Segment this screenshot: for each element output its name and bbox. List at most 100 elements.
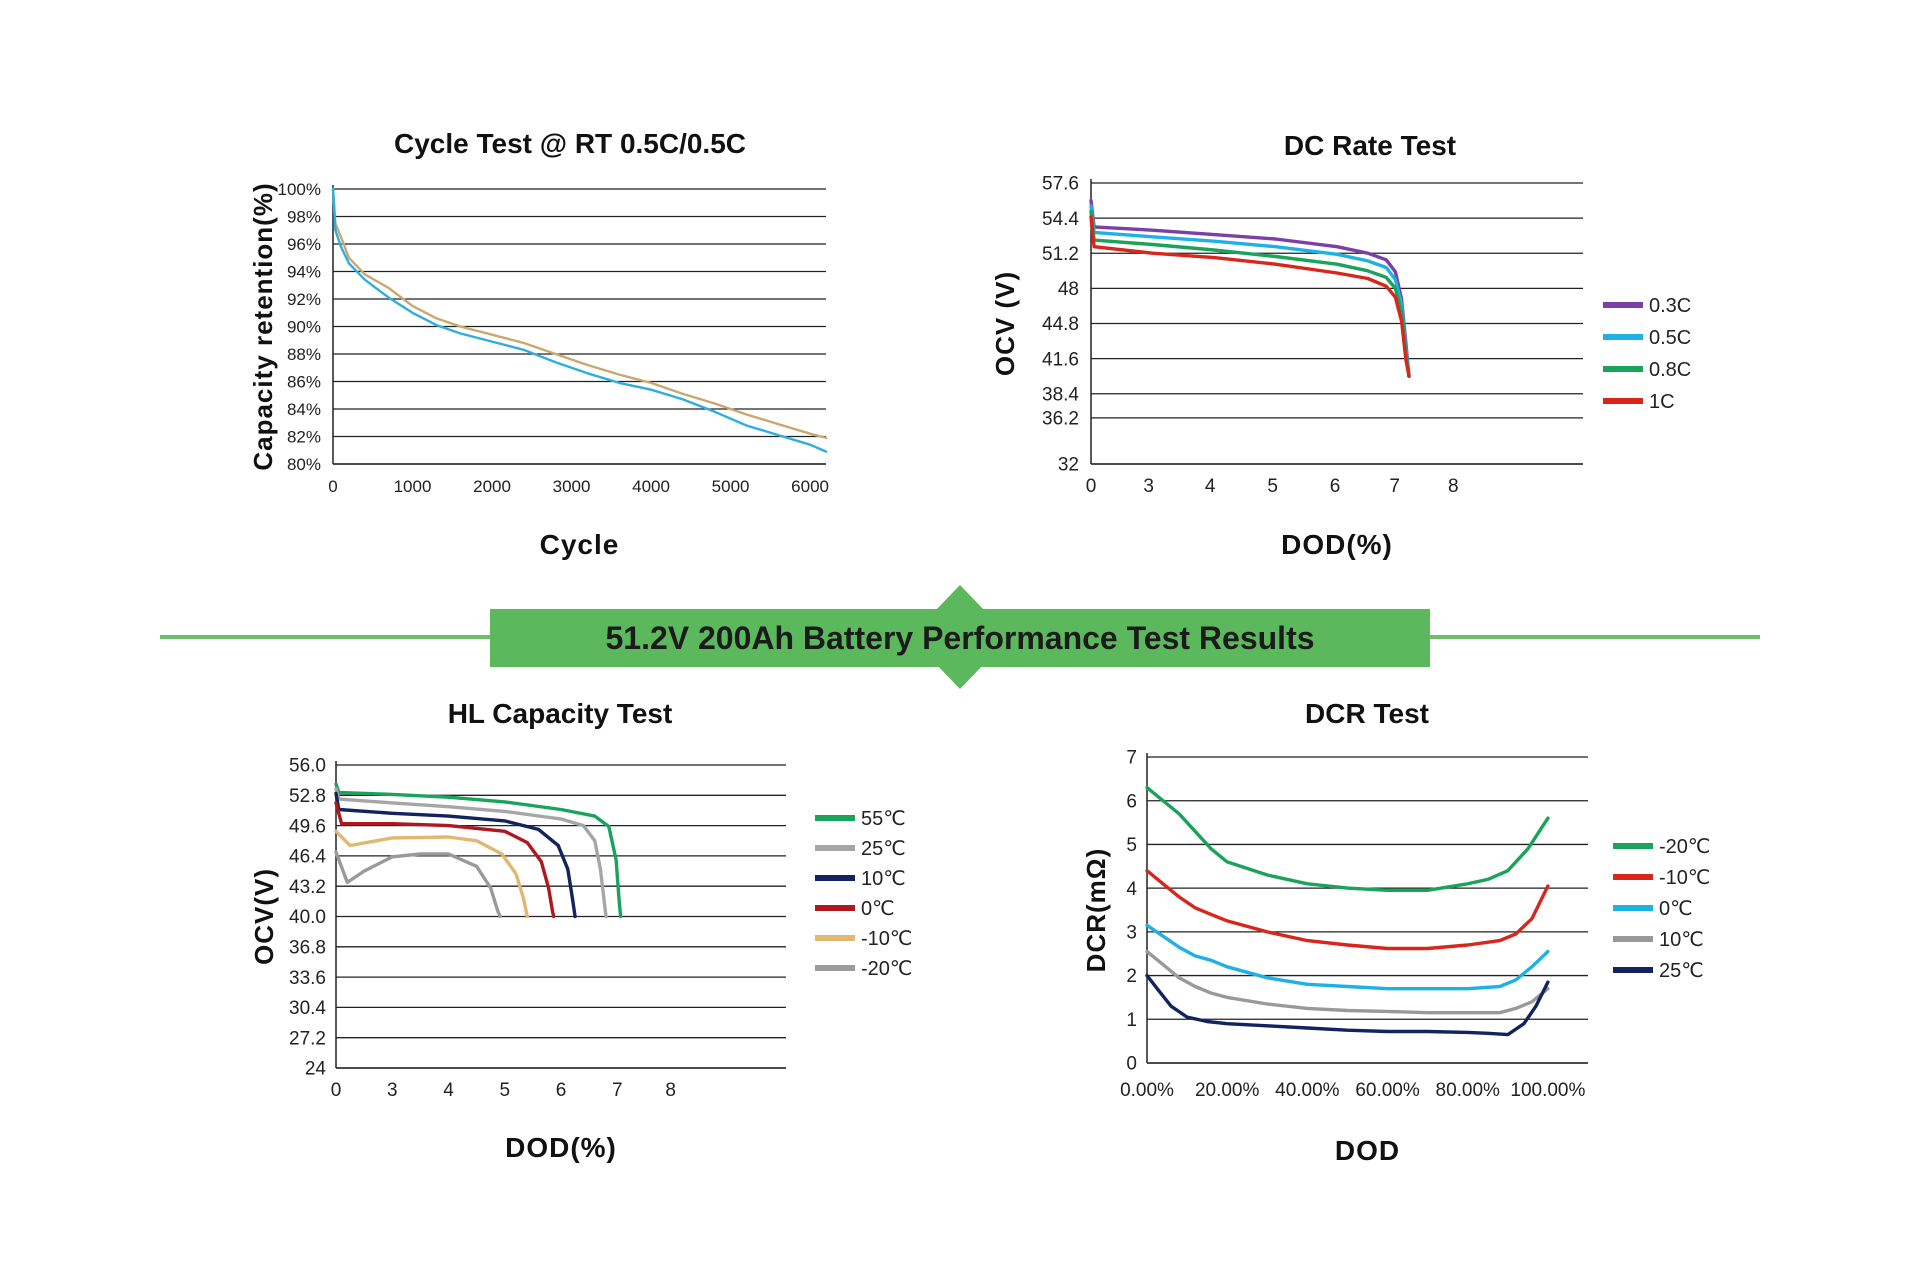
series-line: [1145, 973, 1550, 1037]
y-tick-label: 27.2: [289, 1028, 326, 1049]
legend-label: 0.3C: [1649, 295, 1691, 317]
x-tick-label: 0.00%: [1120, 1080, 1174, 1101]
x-tick-label: 4000: [632, 477, 670, 496]
x-tick-label: 0: [1086, 476, 1097, 497]
x-tick-label: 4: [1205, 476, 1216, 497]
y-tick-label: 88%: [287, 345, 321, 364]
y-tick-label: 24: [305, 1059, 327, 1080]
y-tick-label: 56.0: [289, 756, 326, 777]
x-tick-label: 40.00%: [1275, 1080, 1340, 1101]
y-tick-label: 80%: [287, 455, 321, 474]
title-banner: 51.2V 200Ah Battery Performance Test Res…: [160, 585, 1760, 689]
y-tick-label: 48: [1058, 279, 1079, 300]
x-tick-label: 6000: [791, 477, 829, 496]
cycle-test-chart: Cycle Test @ RT 0.5C/0.5C 100% 98% 96% 94% 92…: [248, 128, 829, 560]
y-tick-label: 92%: [287, 290, 321, 309]
hl-capacity-test-chart: HL Capacity Test 56.0 52.8 49.6 46.4 43.2 40.0…: [249, 698, 912, 1163]
series-line: [331, 187, 828, 453]
legend-label: 10℃: [861, 868, 906, 890]
x-axis-label: Cycle: [540, 529, 620, 560]
x-tick-label: 5: [1267, 476, 1278, 497]
y-tick-label: 5: [1126, 835, 1137, 856]
series-line: [334, 850, 502, 919]
y-tick-label: 3: [1126, 923, 1137, 944]
legend-label: -20℃: [861, 958, 912, 980]
y-axis-label: Capacity retention(%): [248, 182, 278, 470]
x-tick-label: 8: [665, 1080, 676, 1101]
series-line: [1145, 949, 1550, 1015]
series-line: [334, 782, 623, 919]
x-axis-label: DOD(%): [1281, 529, 1393, 560]
x-tick-label: 80.00%: [1436, 1080, 1501, 1101]
series-line: [334, 787, 608, 919]
dc-rate-test-chart: DC Rate Test57.654.451.24844.841.638.436…: [990, 130, 1691, 560]
y-tick-label: 90%: [287, 317, 321, 336]
legend-label: 1C: [1649, 391, 1675, 413]
y-tick-label: 96%: [287, 235, 321, 254]
x-tick-label: 1000: [394, 477, 432, 496]
chart-title: DCR Test: [1305, 698, 1429, 729]
x-tick-label: 6: [1330, 476, 1341, 497]
series-line: [331, 187, 828, 440]
y-tick-label: 98%: [287, 207, 321, 226]
y-axis-label: OCV(V): [249, 868, 279, 965]
y-tick-label: 6: [1126, 791, 1137, 812]
x-tick-label: 6: [556, 1080, 567, 1101]
series-line: [1145, 923, 1550, 991]
y-tick-label: 94%: [287, 262, 321, 281]
x-axis-label: DOD(%): [505, 1132, 617, 1163]
legend-label: 0℃: [861, 898, 895, 920]
y-axis-label: OCV (V): [990, 271, 1020, 376]
y-tick-label: 36.2: [1042, 409, 1079, 430]
y-tick-label: 54.4: [1042, 209, 1079, 230]
x-tick-label: 2000: [473, 477, 511, 496]
y-tick-label: 46.4: [289, 847, 326, 868]
legend-label: 0.5C: [1649, 327, 1691, 349]
banner-diamond: [910, 585, 1010, 689]
y-tick-label: 82%: [287, 427, 321, 446]
y-tick-label: 52.8: [289, 786, 326, 807]
y-tick-label: 2: [1126, 966, 1137, 987]
y-tick-label: 36.8: [289, 937, 326, 958]
y-tick-label: 100%: [278, 180, 321, 199]
x-tick-label: 5000: [712, 477, 750, 496]
x-tick-label: 5: [499, 1080, 510, 1101]
y-tick-label: 0: [1126, 1054, 1137, 1075]
x-tick-label: 7: [1389, 476, 1400, 497]
y-tick-label: 7: [1126, 748, 1137, 769]
series-line: [1089, 215, 1411, 378]
y-tick-label: 44.8: [1042, 314, 1079, 335]
legend-label: 10℃: [1659, 929, 1704, 951]
x-tick-label: 0: [331, 1080, 342, 1101]
y-tick-label: 84%: [287, 400, 321, 419]
x-tick-label: 4: [443, 1080, 454, 1101]
legend-label: 25℃: [1659, 960, 1704, 982]
y-tick-label: 57.6: [1042, 174, 1079, 195]
x-tick-label: 60.00%: [1355, 1080, 1420, 1101]
series-line: [1145, 785, 1550, 892]
chart-title: DC Rate Test: [1284, 130, 1456, 161]
series-line: [1145, 869, 1550, 951]
legend-label: -10℃: [861, 928, 912, 950]
y-tick-label: 51.2: [1042, 244, 1079, 265]
y-axis-label: DCR(mΩ): [1081, 848, 1111, 973]
y-tick-label: 41.6: [1042, 349, 1079, 370]
y-tick-label: 43.2: [289, 877, 326, 898]
y-tick-label: 40.0: [289, 907, 326, 928]
legend-label: -10℃: [1659, 867, 1710, 889]
x-tick-label: 3: [1143, 476, 1154, 497]
x-tick-label: 20.00%: [1195, 1080, 1260, 1101]
y-tick-label: 32: [1058, 455, 1079, 476]
y-tick-label: 33.6: [289, 968, 326, 989]
x-tick-label: 3: [387, 1080, 398, 1101]
x-tick-label: 0: [328, 477, 337, 496]
chart-title: HL Capacity Test: [448, 698, 673, 729]
y-tick-label: 49.6: [289, 816, 326, 837]
series-line: [334, 791, 577, 919]
x-tick-label: 8: [1448, 476, 1459, 497]
x-tick-label: 100.00%: [1510, 1080, 1585, 1101]
x-tick-label: 3000: [553, 477, 591, 496]
